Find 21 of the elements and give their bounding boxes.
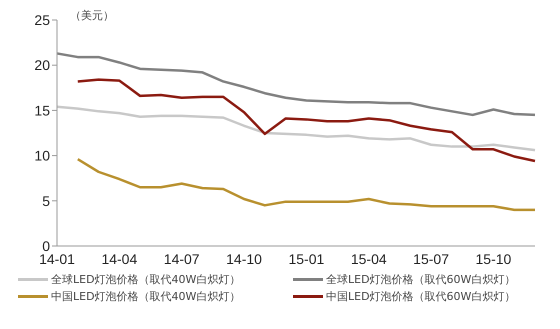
legend-label: 中国LED灯泡价格（取代40W白炽灯） xyxy=(51,289,240,304)
y-axis-title: （美元） xyxy=(70,8,114,23)
x-tick-label: 14-10 xyxy=(226,250,262,267)
legend-label: 全球LED灯泡价格（取代60W白炽灯） xyxy=(326,272,516,287)
x-tick-label: 15-10 xyxy=(476,250,512,267)
line-series xyxy=(56,52,536,116)
legend-label: 中国LED灯泡价格（取代60W白炽灯） xyxy=(326,289,516,304)
x-tick-label: 15-07 xyxy=(413,250,450,267)
x-tick-label: 14-04 xyxy=(101,250,138,267)
y-tick-label: 20 xyxy=(34,57,50,74)
line-series xyxy=(76,158,536,212)
x-tick-label: 15-01 xyxy=(288,250,325,267)
y-tick-label: 5 xyxy=(42,192,50,209)
x-tick-label: 14-07 xyxy=(164,250,200,267)
x-tick-label: 15-04 xyxy=(350,250,387,267)
y-tick-label: 25 xyxy=(34,12,50,28)
line-series xyxy=(76,78,536,162)
line-series xyxy=(56,106,536,152)
legend-label: 全球LED灯泡价格（取代40W白炽灯） xyxy=(51,272,240,287)
y-tick-label: 10 xyxy=(34,148,50,164)
y-tick-label: 15 xyxy=(34,102,50,118)
